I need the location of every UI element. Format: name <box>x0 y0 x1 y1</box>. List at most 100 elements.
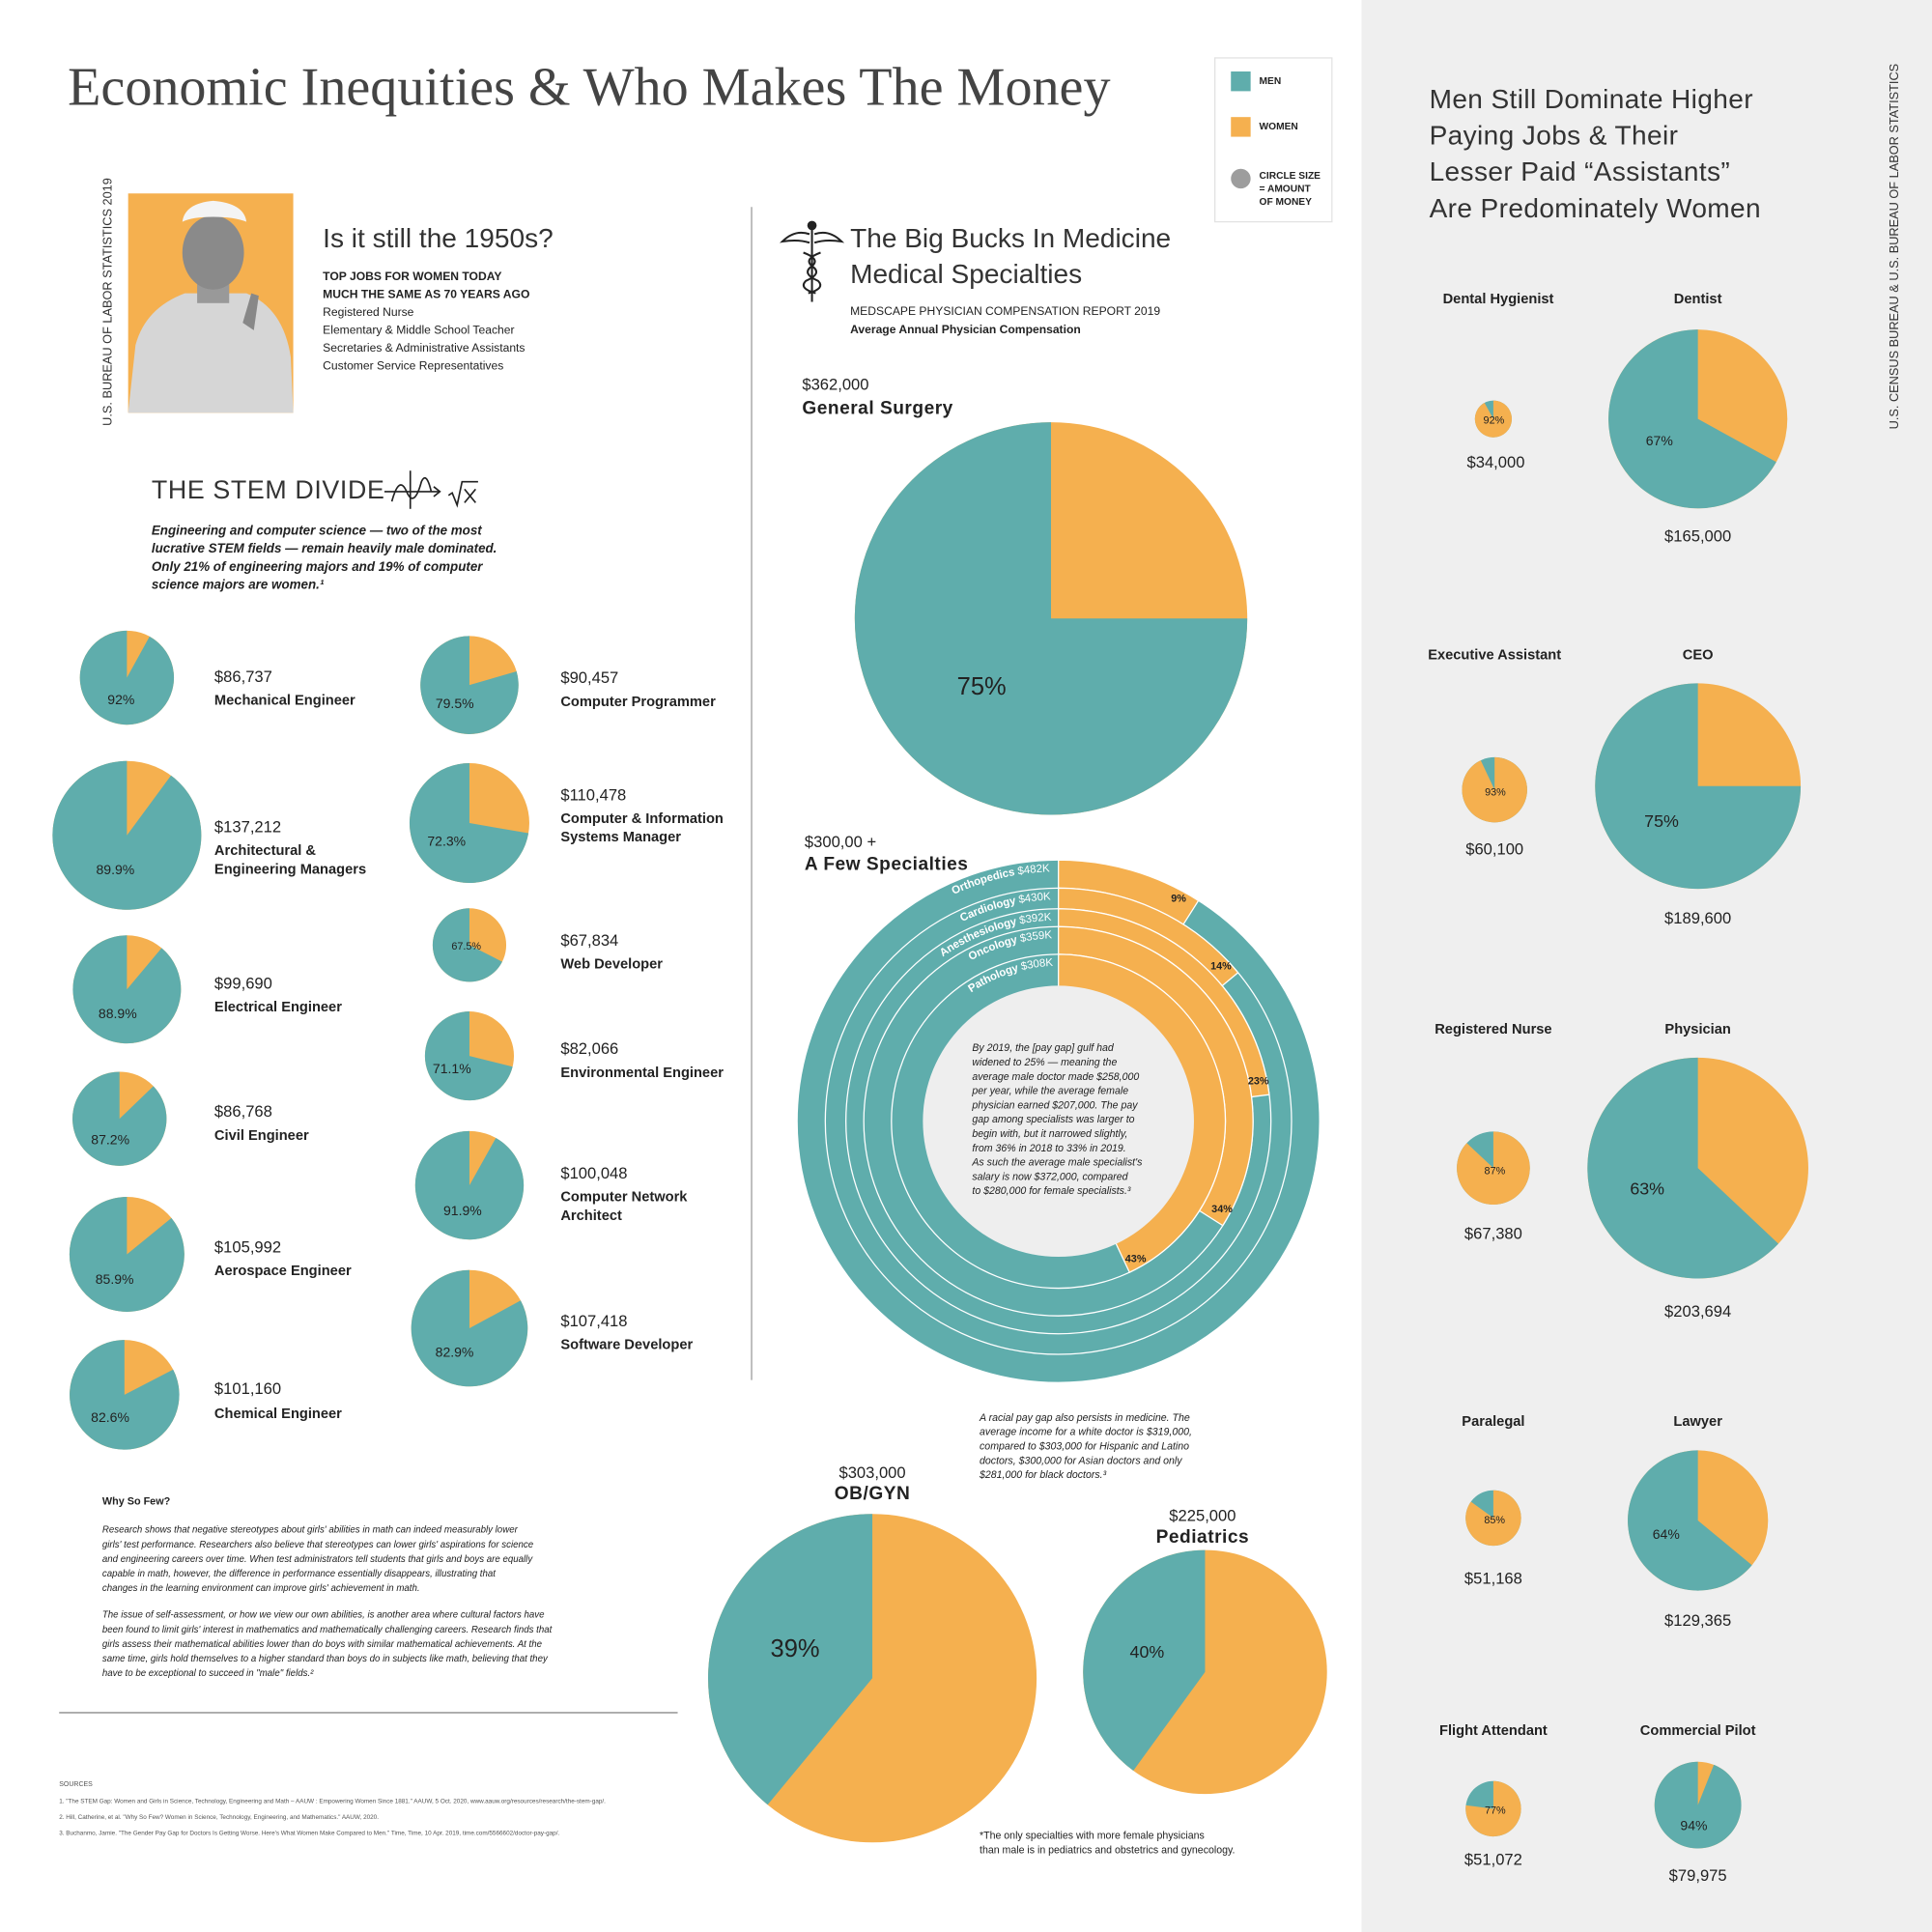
value-label: 40% <box>1130 1642 1165 1662</box>
amount-label: $203,694 <box>1664 1302 1731 1321</box>
pie-slice <box>708 1514 873 1805</box>
chart-title: Computer & Information <box>560 811 724 827</box>
ring-amount: $359K <box>1019 929 1053 945</box>
value-label: 64% <box>1653 1526 1680 1542</box>
ring-amount: $392K <box>1018 912 1052 927</box>
value-label: 75% <box>1644 811 1679 831</box>
source-item: 1. "The STEM Gap: Women and Girls in Sci… <box>59 1798 606 1804</box>
legend-label: OF MONEY <box>1260 197 1313 208</box>
amount-label: $165,000 <box>1664 526 1731 545</box>
section-title: Lesser Paid “Assistants” <box>1430 156 1731 186</box>
pie-slice <box>70 1340 180 1450</box>
chart-title: Mechanical Engineer <box>214 694 355 709</box>
icon-wave <box>390 476 433 502</box>
nurse-photo <box>128 193 294 413</box>
staff-top <box>807 220 817 231</box>
value-label: 92% <box>1484 414 1505 426</box>
chart-title: General Surgery <box>802 399 952 419</box>
note-text: By 2019, the [pay gap] gulf had <box>972 1042 1115 1054</box>
amount-label: $105,992 <box>214 1237 281 1256</box>
chart-title: Architectural & <box>214 843 316 859</box>
amount-label: $67,834 <box>560 931 618 950</box>
pie-slice <box>1083 1549 1206 1772</box>
photo-hand <box>242 293 259 330</box>
photo-head <box>182 215 244 290</box>
amount-label: $225,000 <box>1169 1507 1236 1525</box>
pie-slice <box>52 760 202 910</box>
amount-label: $101,160 <box>214 1379 281 1398</box>
amount-label: $79,975 <box>1669 1866 1727 1885</box>
chart-title: Registered Nurse <box>1435 1022 1551 1037</box>
value-label: 82.6% <box>91 1409 129 1425</box>
chart-title: Engineering Managers <box>214 862 366 877</box>
chart-title: Civil Engineer <box>214 1128 309 1144</box>
ring-amount: $430K <box>1018 891 1052 905</box>
amount-label: $107,418 <box>560 1312 627 1330</box>
section-subtitle: MUCH THE SAME AS 70 YEARS AGO <box>323 288 529 301</box>
pie-slice <box>69 1196 185 1312</box>
legend-swatch <box>1231 117 1251 137</box>
pie-slice <box>1465 1780 1521 1837</box>
pie-slice <box>1587 1057 1778 1279</box>
section-title: THE STEM DIVIDE <box>152 475 385 504</box>
chart-title: Physician <box>1664 1022 1730 1037</box>
chart-title: Dentist <box>1674 292 1722 307</box>
legend-swatch <box>1231 71 1251 92</box>
chart-title: Architect <box>560 1208 622 1224</box>
chart-title: Computer Network <box>560 1190 688 1206</box>
legend-label: CIRCLE SIZE <box>1260 171 1321 182</box>
chart-title: Web Developer <box>560 957 663 973</box>
pie-slice <box>1595 683 1802 890</box>
amount-label: $51,168 <box>1464 1570 1522 1588</box>
note-text: As such the average male specialist's <box>971 1157 1143 1169</box>
source-label: U.S. CENSUS BUREAU & U.S. BUREAU OF LABO… <box>1887 64 1901 430</box>
chart-title: Dental Hygienist <box>1443 292 1554 307</box>
pie-slice <box>409 763 529 884</box>
chart-title: CEO <box>1683 647 1714 663</box>
value-label: 75% <box>957 673 1007 700</box>
chart-title: Commercial Pilot <box>1640 1723 1756 1739</box>
amount-label: $99,690 <box>214 975 272 993</box>
value-label: 39% <box>771 1635 820 1662</box>
value-label: 67% <box>1646 433 1673 448</box>
section-title: Why So Few? <box>102 1496 170 1508</box>
chart-title: Paralegal <box>1462 1414 1524 1430</box>
note-text: average male doctor made $258,000 <box>972 1071 1139 1083</box>
pie-slice <box>424 1011 513 1101</box>
legend-size-swatch <box>1231 168 1251 189</box>
paragraph-line: girls assess their mathematical abilitie… <box>102 1639 543 1650</box>
amount-label: $82,066 <box>560 1039 618 1058</box>
snakes <box>802 251 822 295</box>
sources-title: SOURCES <box>59 1781 93 1788</box>
footnote: than male is in pediatrics and obstetric… <box>980 1845 1235 1857</box>
pie-slice <box>79 630 175 725</box>
value-label: 43% <box>1125 1254 1147 1265</box>
note-text: A racial pay gap also persists in medici… <box>979 1412 1190 1424</box>
ring-amount: $482K <box>1017 863 1051 877</box>
paragraph-line: The issue of self-assessment, or how we … <box>102 1610 545 1621</box>
amount-label: $86,737 <box>214 668 272 686</box>
paragraph-line: Research shows that negative stereotypes… <box>102 1525 519 1536</box>
wings <box>780 231 845 244</box>
value-label: 89.9% <box>96 862 134 877</box>
paragraph-line: changes in the learning environment can … <box>102 1583 420 1594</box>
section-title: Men Still Dominate Higher <box>1430 84 1753 114</box>
right-panel <box>1361 0 1932 1932</box>
value-label: 63% <box>1630 1179 1664 1199</box>
paragraph-line: and engineering careers over time. When … <box>102 1554 533 1565</box>
photo-cap <box>182 200 247 222</box>
chart-title: Environmental Engineer <box>560 1065 724 1081</box>
amount-label: $60,100 <box>1465 839 1523 858</box>
ring-amount: $308K <box>1020 957 1054 973</box>
stem-icon <box>384 470 478 509</box>
pie-slice <box>1608 329 1776 509</box>
value-label: 87% <box>1485 1166 1506 1178</box>
chart-title: OB/GYN <box>835 1484 911 1504</box>
chart-title: A Few Specialties <box>805 854 969 874</box>
amount-label: $362,000 <box>802 376 868 394</box>
pie-slice <box>411 1269 528 1387</box>
pie-slice <box>1628 1450 1752 1591</box>
pie-slice <box>1474 400 1512 438</box>
value-label: 85.9% <box>96 1271 134 1287</box>
pie-slice <box>1457 1131 1530 1205</box>
